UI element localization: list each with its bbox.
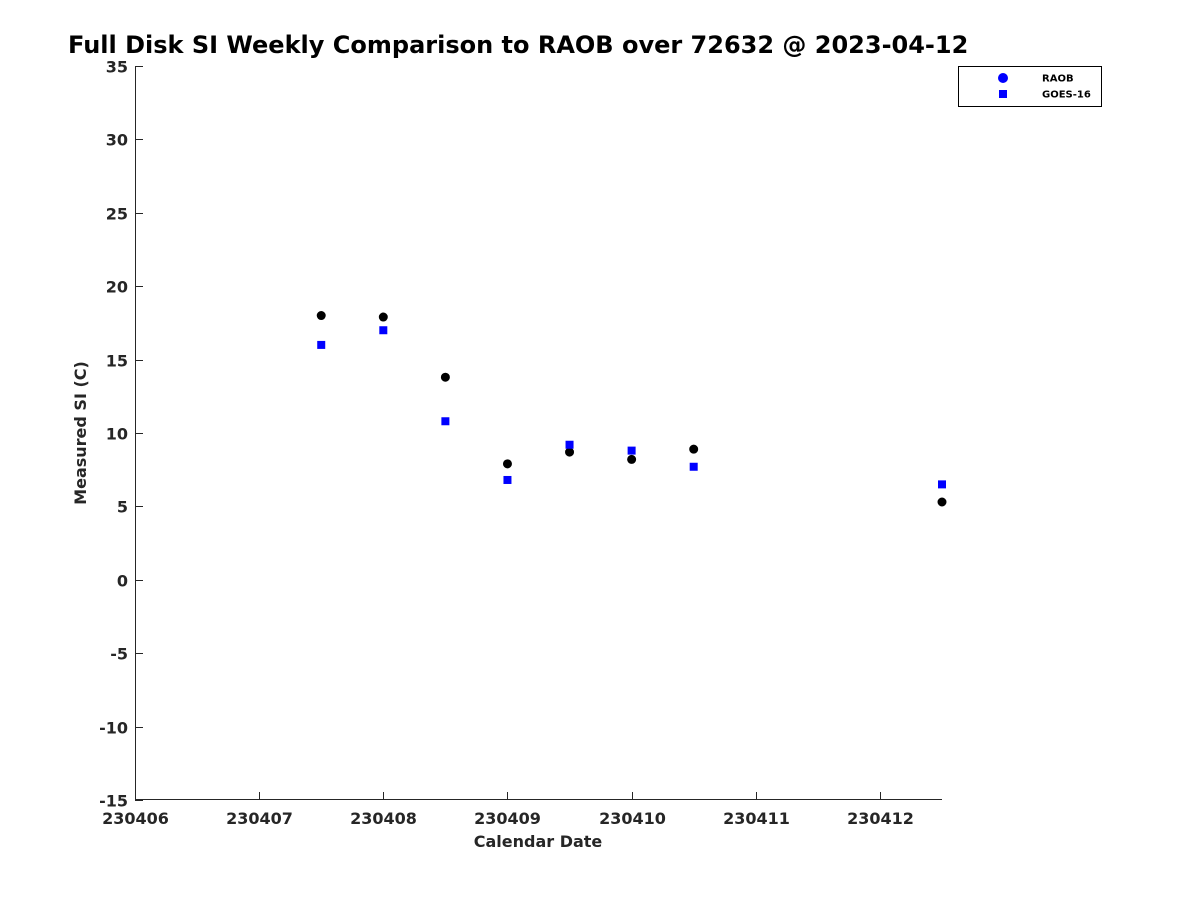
- x-tick-label: 230408: [350, 809, 417, 828]
- chart-title: Full Disk SI Weekly Comparison to RAOB o…: [68, 31, 968, 59]
- legend-label-raob: RAOB: [1042, 74, 1074, 85]
- x-tick-label: 230409: [474, 809, 541, 828]
- legend-marker-raob: [998, 73, 1008, 83]
- y-tick-label: -15: [99, 792, 128, 811]
- legend: RAOB GOES-16: [958, 66, 1102, 107]
- goes-16-point: [938, 480, 946, 489]
- y-ticks: -15 -10 -5 0 5 10 15 20 25 30 35: [99, 58, 143, 811]
- raob-point: [440, 372, 450, 382]
- goes-16-point: [689, 462, 698, 471]
- x-tick-label: 230411: [723, 809, 790, 828]
- y-tick-label: 25: [106, 205, 128, 224]
- goes-16-point: [503, 475, 512, 484]
- goes-16-point: [627, 446, 636, 455]
- raob-point: [378, 312, 388, 322]
- goes-16-point: [441, 417, 450, 426]
- x-axis-label: Calendar Date: [474, 832, 603, 851]
- raob-point: [689, 444, 699, 454]
- raob-point: [316, 311, 326, 321]
- x-ticks: 230406 230407 230408 230409 230410 230411 2304…: [102, 792, 914, 828]
- y-tick-label: 10: [106, 425, 128, 444]
- legend-box: [958, 66, 1102, 107]
- y-axis-label: Measured SI (C): [71, 361, 90, 505]
- goes-16-point: [379, 326, 388, 335]
- raob-point: [937, 497, 947, 507]
- y-tick-label: 30: [106, 131, 128, 150]
- goes-16-point: [565, 440, 574, 449]
- x-tick-label: 230412: [847, 809, 914, 828]
- goes-16-point: [317, 340, 326, 349]
- y-tick-label: 15: [106, 352, 128, 371]
- raob-point: [565, 447, 575, 457]
- y-tick-label: 35: [106, 58, 128, 77]
- x-tick-label: 230406: [102, 809, 169, 828]
- x-tick-label: 230410: [599, 809, 666, 828]
- raob-point: [502, 459, 512, 469]
- y-tick-label: 20: [106, 278, 128, 297]
- legend-label-goes-16: GOES-16: [1042, 90, 1091, 101]
- y-tick-label: -10: [99, 719, 128, 738]
- x-tick-label: 230407: [226, 809, 293, 828]
- legend-marker-goes-16: [999, 90, 1007, 98]
- data-points: [316, 311, 947, 507]
- y-tick-label: -5: [110, 645, 128, 664]
- y-tick-label: 5: [117, 498, 128, 517]
- y-tick-label: 0: [117, 572, 128, 591]
- raob-point: [627, 454, 637, 464]
